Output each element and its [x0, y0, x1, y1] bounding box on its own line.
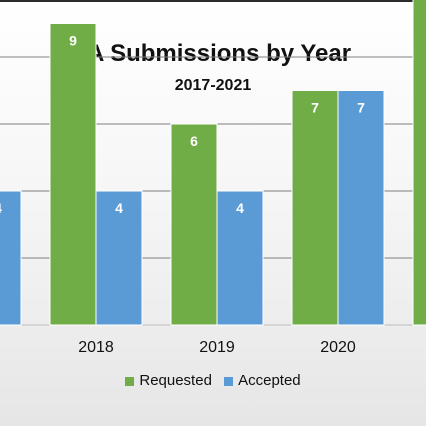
- legend-swatch-requested: [125, 376, 135, 386]
- legend-item-accepted: Accepted: [224, 372, 301, 389]
- bar-requested-2021: [412, 0, 426, 326]
- legend-swatch-accepted: [224, 376, 234, 386]
- data-label-requested-2019: 6: [190, 133, 198, 149]
- legend: Requested Accepted: [0, 372, 426, 389]
- legend-item-requested: Requested: [125, 372, 212, 389]
- data-label-accepted-2020: 7: [357, 100, 365, 116]
- chart-subtitle: 2017-2021: [174, 77, 252, 94]
- legend-label-requested: Requested: [139, 372, 212, 389]
- x-tick-label-2018: 2018: [78, 339, 114, 356]
- bar-accepted-2019: [216, 190, 264, 326]
- bar-accepted-2020: [337, 90, 385, 326]
- chart-title: PSA Submissions by Year: [54, 40, 352, 67]
- x-tick-label-2019: 2019: [199, 339, 235, 356]
- x-tick-labels: 2018 2019 2020: [78, 339, 356, 356]
- data-labels: 494647710: [0, 33, 365, 217]
- legend-label-accepted: Accepted: [238, 372, 301, 389]
- bar-accepted-2017: [0, 190, 22, 326]
- data-label-accepted-2019: 4: [236, 200, 244, 216]
- data-label-accepted-2018: 4: [115, 200, 123, 216]
- bar-requested-2020: [291, 90, 339, 326]
- bar-requested-2018: [49, 23, 97, 326]
- bar-accepted-2018: [95, 190, 143, 326]
- bar-requested-2019: [170, 123, 218, 326]
- bars: [0, 0, 426, 326]
- data-label-requested-2020: 7: [311, 100, 319, 116]
- chart-border: [0, 0, 426, 2]
- data-label-accepted-2017: 4: [0, 200, 2, 216]
- data-label-requested-2018: 9: [69, 33, 77, 49]
- x-tick-label-2020: 2020: [320, 339, 356, 356]
